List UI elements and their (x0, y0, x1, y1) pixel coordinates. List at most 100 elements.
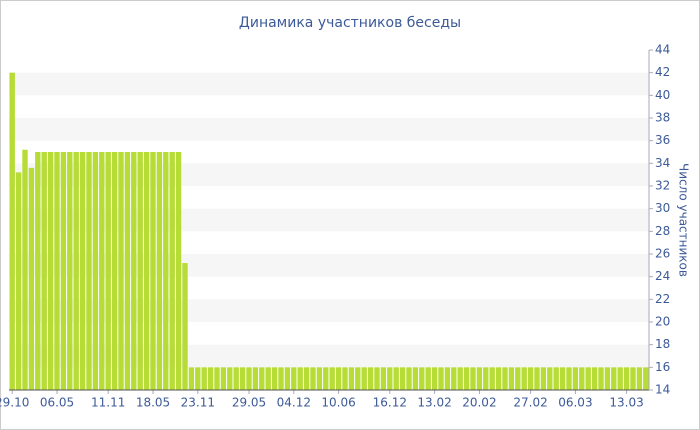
bar (15, 172, 22, 390)
bar (323, 367, 329, 390)
bar (22, 149, 28, 390)
bar (156, 152, 163, 390)
bar (406, 367, 412, 390)
bar (611, 367, 617, 390)
bar (463, 367, 470, 390)
x-tick-label: 16.12 (373, 396, 407, 410)
bar (585, 367, 591, 390)
bar (265, 367, 271, 390)
bar (239, 367, 246, 390)
bar (60, 152, 67, 390)
y-tick-label: 16 (655, 360, 670, 374)
bar (342, 367, 348, 390)
bar (393, 367, 399, 390)
bar (623, 367, 630, 390)
bar (617, 367, 623, 390)
y-tick-label: 36 (655, 133, 670, 147)
x-tick-label: 06.03 (558, 396, 592, 410)
bar (297, 367, 303, 390)
bar (527, 367, 534, 390)
bar (182, 263, 188, 390)
bar (380, 367, 387, 390)
grid-band (9, 208, 649, 232)
bar (137, 152, 143, 390)
bar (35, 152, 41, 390)
bar (118, 152, 124, 390)
bar (86, 152, 92, 390)
bar (534, 367, 540, 390)
y-tick-label: 18 (655, 337, 670, 351)
bar (572, 367, 579, 390)
bar (508, 367, 515, 390)
y-tick-label: 30 (655, 201, 670, 215)
x-tick-label: 13.02 (417, 396, 451, 410)
grid-band (9, 344, 649, 368)
bar (540, 367, 547, 390)
x-tick-label: 13.03 (609, 396, 643, 410)
bar (598, 367, 604, 390)
bar (291, 367, 297, 390)
bar (425, 367, 431, 390)
bar (489, 367, 495, 390)
bar (79, 152, 86, 390)
bar (329, 367, 335, 390)
y-tick-label: 32 (655, 179, 670, 193)
bar (47, 152, 54, 390)
bar (67, 152, 73, 390)
bar (399, 367, 406, 390)
bar (419, 367, 425, 390)
bar (28, 167, 35, 390)
y-tick-label: 20 (655, 315, 670, 329)
bar (316, 367, 323, 390)
bar (227, 367, 233, 390)
bar (246, 367, 252, 390)
bar (444, 367, 451, 390)
bar (220, 367, 227, 390)
bar (355, 367, 361, 390)
x-tick-label: 23.11 (181, 396, 215, 410)
bar (591, 367, 598, 390)
bar (566, 367, 572, 390)
bar (188, 367, 195, 390)
y-axis-label: Число участников (677, 163, 691, 277)
y-tick-label: 42 (655, 65, 670, 79)
grid-band (9, 118, 649, 141)
bar (278, 367, 284, 390)
bar (636, 367, 643, 390)
bar (271, 367, 278, 390)
bar (495, 367, 502, 390)
bar (553, 367, 559, 390)
bar (169, 152, 175, 390)
x-tick-label: 29.05 (232, 396, 266, 410)
bar (630, 367, 636, 390)
bar (367, 367, 374, 390)
y-tick-label: 24 (655, 269, 670, 283)
bar (9, 72, 15, 391)
bar (150, 152, 156, 390)
bar (335, 367, 342, 390)
bar (431, 367, 438, 390)
bar (195, 367, 201, 390)
chart-title: Динамика участников беседы (239, 15, 461, 31)
grid-band (9, 72, 649, 96)
bar (483, 367, 489, 390)
bar (470, 367, 476, 390)
bar (310, 367, 316, 390)
bar (451, 367, 457, 390)
bar (348, 367, 355, 390)
bar (579, 367, 585, 390)
x-tick-label: 11.11 (91, 396, 125, 410)
bar (54, 152, 60, 390)
grid-band (9, 299, 649, 322)
bar (643, 367, 649, 390)
bar (201, 367, 207, 390)
y-tick-label: 38 (655, 111, 670, 125)
x-tick-label: 29.10 (0, 396, 29, 410)
y-tick-label: 44 (655, 43, 670, 57)
bar (284, 367, 291, 390)
bar (73, 152, 79, 390)
x-tick-label: 18.05 (136, 396, 170, 410)
bar (604, 367, 611, 390)
x-tick-label: 04.12 (277, 396, 311, 410)
bar (41, 152, 47, 390)
